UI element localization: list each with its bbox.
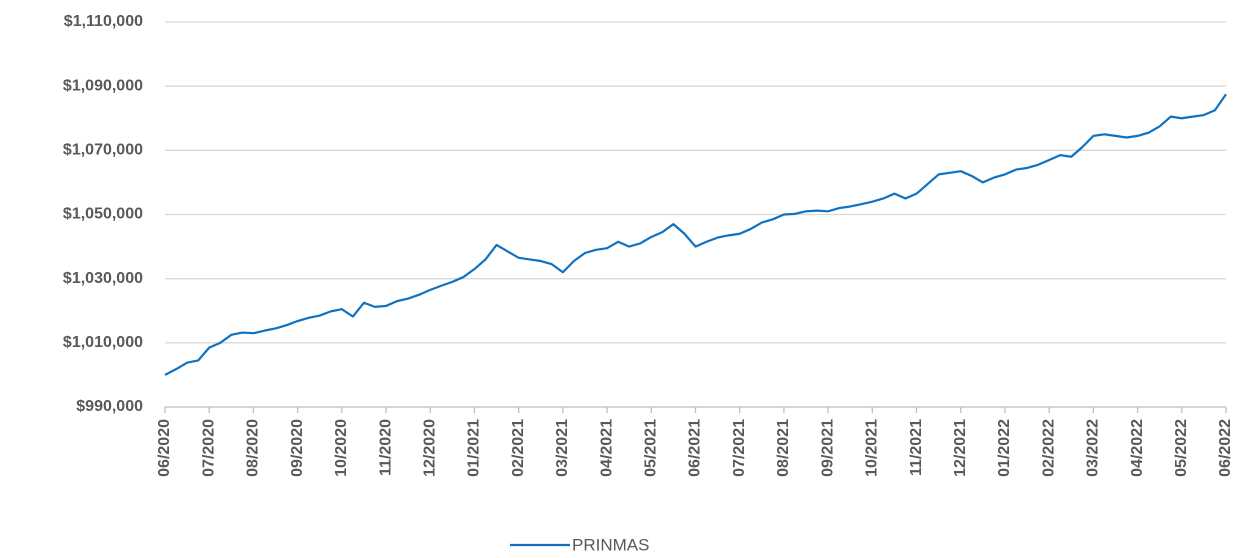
x-tick-label: 02/2022	[1040, 419, 1057, 477]
x-tick-label: 09/2020	[289, 419, 306, 477]
x-tick-label: 11/2021	[908, 419, 925, 476]
line-series	[164, 93, 1227, 376]
y-tick-label: $1,050,000	[63, 206, 143, 223]
x-tick-label: 08/2020	[245, 419, 262, 477]
x-tick-label: 02/2021	[510, 419, 527, 477]
x-tick-label: 09/2021	[819, 419, 836, 477]
y-tick-label: $1,090,000	[63, 77, 143, 94]
x-tick-label: 01/2021	[466, 419, 483, 477]
x-tick-label: 12/2020	[421, 419, 438, 477]
x-tick-label: 10/2020	[333, 419, 350, 477]
legend-label: PRINMAS	[572, 535, 649, 554]
x-tick-label: 11/2020	[377, 419, 394, 476]
x-tick-label: 03/2022	[1085, 419, 1102, 477]
x-tick-label: 01/2022	[996, 419, 1013, 477]
x-tick-label: 06/2022	[1217, 419, 1234, 477]
y-tick-label: $1,110,000	[64, 13, 143, 30]
x-tick-label: 07/2020	[200, 419, 217, 477]
x-tick-label: 06/2020	[156, 419, 173, 477]
x-tick-label: 05/2022	[1173, 419, 1190, 477]
y-tick-label: $1,030,000	[63, 270, 143, 287]
x-tick-label: 12/2021	[952, 419, 969, 477]
x-tick-label: 10/2021	[864, 419, 881, 477]
y-tick-label: $990,000	[76, 398, 143, 415]
x-tick-label: 08/2021	[775, 419, 792, 477]
x-tick-label: 05/2021	[643, 419, 660, 477]
x-tick-label: 03/2021	[554, 419, 571, 477]
y-tick-label: $1,070,000	[63, 142, 143, 159]
x-tick-label: 04/2021	[598, 419, 615, 477]
y-tick-label: $1,010,000	[63, 334, 143, 351]
x-tick-label: 07/2021	[731, 419, 748, 477]
x-tick-label: 06/2021	[687, 419, 704, 477]
x-tick-label: 04/2022	[1129, 419, 1146, 477]
